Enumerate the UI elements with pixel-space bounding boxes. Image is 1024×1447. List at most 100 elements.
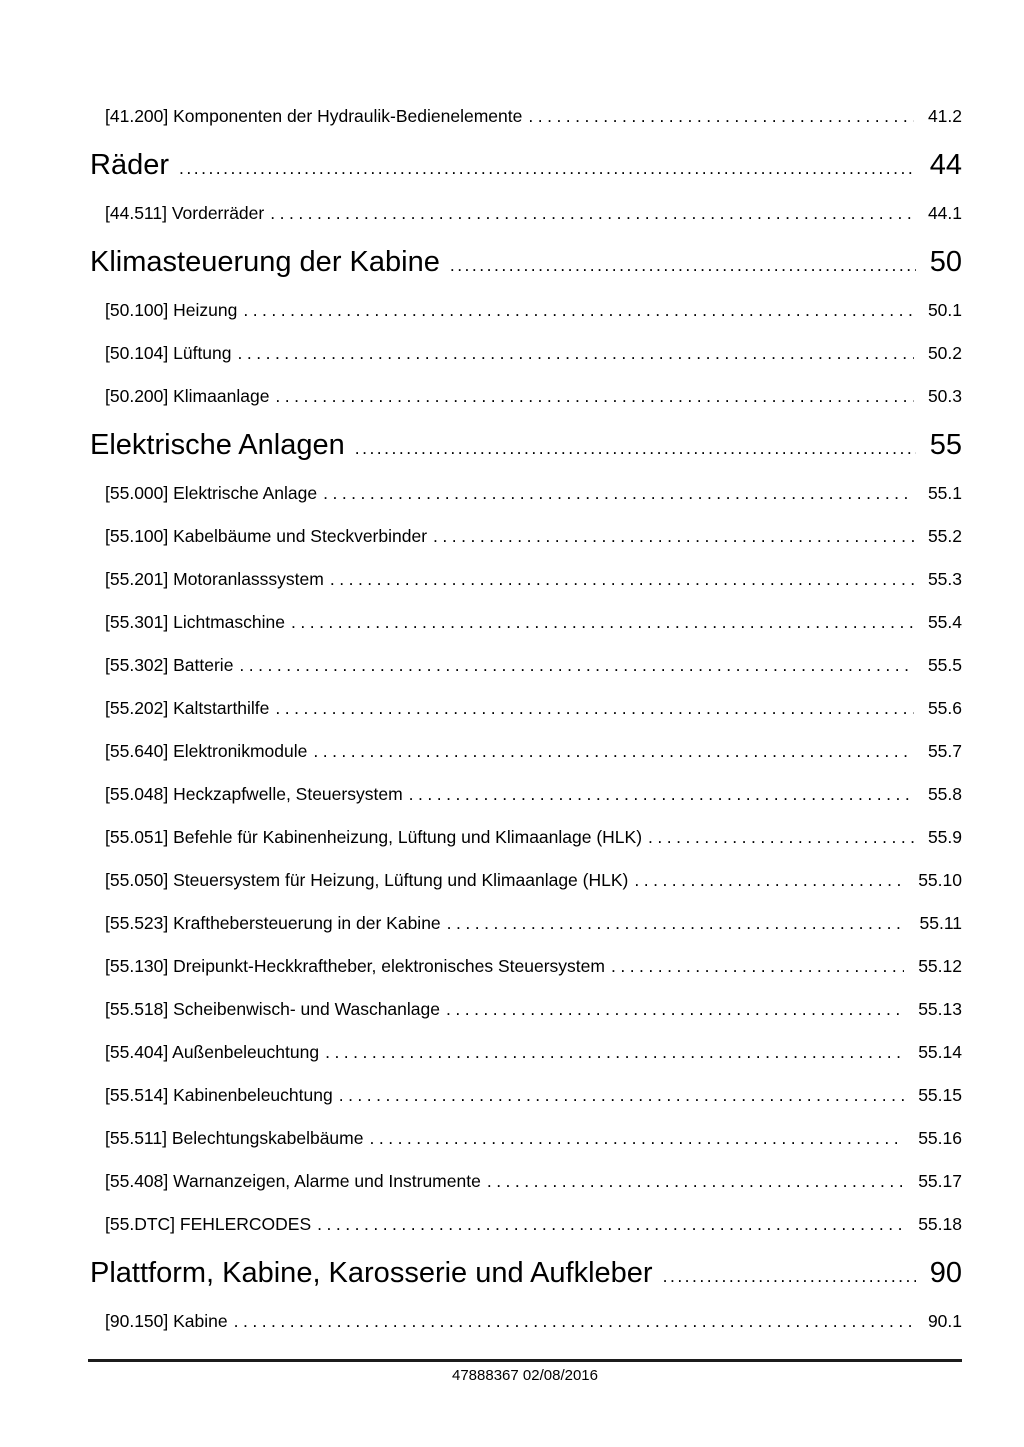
- toc-item-page: 41.2: [927, 106, 962, 126]
- toc-item-label: [55.301] Lichtmaschine: [105, 612, 285, 632]
- toc-entry-row: [55.000] Elektrische Anlage.............…: [90, 472, 962, 515]
- toc-entry-row: [55.048] Heckzapfwelle, Steuersystem....…: [90, 773, 962, 816]
- dot-leader: ........................................…: [270, 203, 914, 223]
- dot-leader: ........................................…: [634, 870, 905, 890]
- dot-leader: ........................................…: [662, 1266, 916, 1286]
- dot-leader: ........................................…: [408, 784, 914, 804]
- toc-item-label: [50.200] Klimaanlage: [105, 386, 270, 406]
- toc-item-label: [55.130] Dreipunkt-Heckkraftheber, elekt…: [105, 956, 605, 976]
- toc-item-page: 55.11: [919, 913, 963, 933]
- toc-item-label: [50.100] Heizung: [105, 300, 238, 320]
- toc-item-label: [55.051] Befehle für Kabinenheizung, Lüf…: [105, 827, 643, 847]
- toc-item-label: [55.048] Heckzapfwelle, Steuersystem: [105, 784, 403, 804]
- toc-item-page: 50.3: [927, 386, 962, 406]
- toc-item-label: [55.408] Warnanzeigen, Alarme und Instru…: [105, 1171, 481, 1191]
- toc-item-page: 55.8: [927, 784, 962, 804]
- toc-item-label: [55.404] Außenbeleuchtung: [105, 1042, 320, 1062]
- toc-item-page: 55.6: [927, 698, 962, 718]
- dot-leader: ........................................…: [237, 343, 914, 363]
- toc-entry-row: [55.404] Außenbeleuchtung...............…: [90, 1031, 962, 1074]
- dot-leader: ........................................…: [449, 255, 916, 275]
- toc-entry-row: [50.100] Heizung........................…: [90, 289, 962, 332]
- toc-item-page: 50: [929, 246, 962, 278]
- toc-item-label: [55.511] Belechtungskabelbäume: [105, 1128, 364, 1148]
- toc-item-label: Plattform, Kabine, Karosserie und Aufkle…: [90, 1257, 653, 1289]
- toc-entry-row: [55.514] Kabinenbeleuchtung.............…: [90, 1074, 962, 1117]
- toc-item-label: Räder: [90, 149, 169, 181]
- toc-chapter-row: Elektrische Anlagen.....................…: [90, 418, 962, 472]
- dot-leader: ........................................…: [354, 438, 916, 458]
- toc-item-label: Klimasteuerung der Kabine: [90, 246, 440, 278]
- dot-leader: ........................................…: [179, 158, 916, 178]
- footer-doc-number: 47888367 02/08/2016: [452, 1367, 598, 1384]
- toc-entry-row: [41.200] Komponenten der Hydraulik-Bedie…: [90, 95, 962, 138]
- toc-item-page: 55.18: [918, 1214, 962, 1234]
- toc-item-page: 90: [929, 1257, 962, 1289]
- toc-item-label: Elektrische Anlagen: [90, 429, 345, 461]
- toc-entry-row: [55.202] Kaltstarthilfe.................…: [90, 687, 962, 730]
- dot-leader: ........................................…: [313, 741, 914, 761]
- toc-entry-row: [50.104] Lüftung........................…: [90, 332, 962, 375]
- toc-item-page: 90.1: [927, 1311, 962, 1331]
- toc-item-page: 55.5: [927, 655, 962, 675]
- toc-chapter-row: Räder...................................…: [90, 138, 962, 192]
- toc-item-label: [44.511] Vorderräder: [105, 203, 265, 223]
- toc-item-label: [55.518] Scheibenwisch- und Waschanlage: [105, 999, 440, 1019]
- footer-divider: [88, 1359, 962, 1362]
- dot-leader: ........................................…: [486, 1171, 904, 1191]
- table-of-contents: [41.200] Komponenten der Hydraulik-Bedie…: [90, 95, 962, 1343]
- toc-item-page: 44.1: [927, 203, 962, 223]
- toc-item-label: [55.050] Steuersystem für Heizung, Lüftu…: [105, 870, 629, 890]
- toc-item-page: 55.12: [918, 956, 962, 976]
- toc-entry-row: [55.130] Dreipunkt-Heckkraftheber, elekt…: [90, 945, 962, 988]
- dot-leader: ........................................…: [317, 1214, 904, 1234]
- toc-item-page: 55.17: [918, 1171, 962, 1191]
- dot-leader: ........................................…: [329, 569, 914, 589]
- toc-entry-row: [55.100] Kabelbäume und Steckverbinder..…: [90, 515, 962, 558]
- toc-entry-row: [55.518] Scheibenwisch- und Waschanlage.…: [90, 988, 962, 1031]
- dot-leader: ........................................…: [610, 956, 904, 976]
- toc-item-page: 55.4: [927, 612, 962, 632]
- dot-leader: ........................................…: [323, 483, 914, 503]
- toc-item-page: 55.15: [918, 1085, 962, 1105]
- toc-item-label: [55.640] Elektronikmodule: [105, 741, 308, 761]
- page-footer: 47888367 02/08/2016: [88, 1359, 962, 1384]
- toc-item-label: [55.523] Krafthebersteuerung in der Kabi…: [105, 913, 441, 933]
- toc-entry-row: [55.201] Motoranlasssystem..............…: [90, 558, 962, 601]
- toc-item-page: 55: [929, 429, 962, 461]
- toc-entry-row: [55.640] Elektronikmodule...............…: [90, 730, 962, 773]
- toc-item-page: 55.3: [927, 569, 962, 589]
- toc-item-label: [41.200] Komponenten der Hydraulik-Bedie…: [105, 106, 523, 126]
- toc-item-label: [55.000] Elektrische Anlage: [105, 483, 318, 503]
- dot-leader: ........................................…: [369, 1128, 904, 1148]
- toc-entry-row: [55.051] Befehle für Kabinenheizung, Lüf…: [90, 816, 962, 859]
- toc-item-label: [55.514] Kabinenbeleuchtung: [105, 1085, 333, 1105]
- dot-leader: ........................................…: [233, 1311, 914, 1331]
- toc-item-page: 55.9: [927, 827, 962, 847]
- toc-entry-row: [55.301] Lichtmaschine..................…: [90, 601, 962, 644]
- dot-leader: ........................................…: [239, 655, 914, 675]
- toc-item-page: 55.13: [918, 999, 962, 1019]
- dot-leader: ........................................…: [528, 106, 914, 126]
- toc-entry-row: [55.511] Belechtungskabelbäume..........…: [90, 1117, 962, 1160]
- toc-item-page: 44: [929, 149, 962, 181]
- toc-entry-row: [55.408] Warnanzeigen, Alarme und Instru…: [90, 1160, 962, 1203]
- dot-leader: ........................................…: [243, 300, 914, 320]
- toc-entry-row: [55.523] Krafthebersteuerung in der Kabi…: [90, 902, 962, 945]
- toc-entry-row: [90.150] Kabine.........................…: [90, 1300, 962, 1343]
- dot-leader: ........................................…: [446, 913, 906, 933]
- toc-item-page: 55.14: [918, 1042, 962, 1062]
- toc-entry-row: [55.302] Batterie.......................…: [90, 644, 962, 687]
- toc-item-page: 55.1: [927, 483, 962, 503]
- toc-entry-row: [44.511] Vorderräder....................…: [90, 192, 962, 235]
- toc-item-page: 50.1: [927, 300, 962, 320]
- toc-chapter-row: Klimasteuerung der Kabine...............…: [90, 235, 962, 289]
- toc-item-page: 55.7: [927, 741, 962, 761]
- dot-leader: ........................................…: [648, 827, 914, 847]
- toc-item-page: 55.10: [918, 870, 962, 890]
- dot-leader: ........................................…: [325, 1042, 905, 1062]
- dot-leader: ........................................…: [338, 1085, 905, 1105]
- toc-entry-row: [55.DTC] FEHLERCODES....................…: [90, 1203, 962, 1246]
- dot-leader: ........................................…: [275, 386, 914, 406]
